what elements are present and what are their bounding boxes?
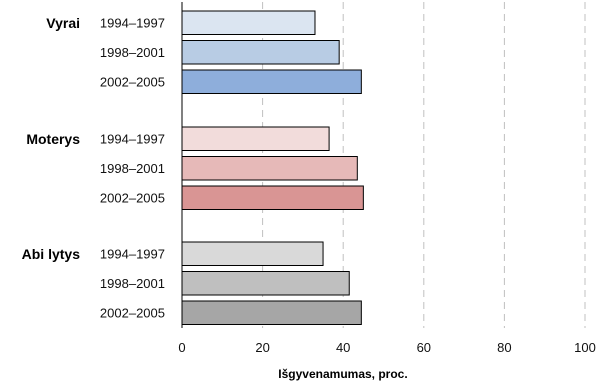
label-layer: 1994–1997 Vyrai 1998–2001 2002–2005 1994–199… <box>22 15 165 321</box>
bar-1-1 <box>181 156 358 181</box>
x-tick-label-100: 100 <box>574 340 596 355</box>
x-tick-label-20: 20 <box>255 340 269 355</box>
bar-period-label-0-1: 1998–2001 <box>100 45 165 60</box>
group-label-2: Abi lytys <box>22 246 81 262</box>
bar-period-label-1-0: 1994–1997 <box>100 131 165 146</box>
bar-2-1 <box>181 271 350 296</box>
x-tick-label-40: 40 <box>336 340 350 355</box>
group-label-1: Moterys <box>26 131 80 147</box>
x-tick-label-80: 80 <box>497 340 511 355</box>
x-tick-label-0: 0 <box>178 340 185 355</box>
bar-period-label-1-2: 2002–2005 <box>100 190 165 205</box>
bar-period-label-1-1: 1998–2001 <box>100 161 165 176</box>
bar-2-0 <box>181 241 324 266</box>
bar-period-label-2-0: 1994–1997 <box>100 246 165 261</box>
axis-layer: 0 20 40 60 80 100 <box>178 2 596 355</box>
bar-0-1 <box>181 40 340 65</box>
bar-layer <box>181 10 364 325</box>
bar-period-label-2-1: 1998–2001 <box>100 276 165 291</box>
bar-1-2 <box>181 185 364 210</box>
bar-0-0 <box>181 10 316 35</box>
x-axis-title: Išgyvenamumas, proc. <box>278 367 407 381</box>
bar-period-label-0-0: 1994–1997 <box>100 15 165 30</box>
group-label-0: Vyrai <box>46 15 80 31</box>
x-tick-label-60: 60 <box>417 340 431 355</box>
bar-period-label-2-2: 2002–2005 <box>100 305 165 320</box>
bar-period-label-0-2: 2002–2005 <box>100 74 165 89</box>
bar-2-2 <box>181 300 362 325</box>
bar-1-0 <box>181 126 330 151</box>
bar-0-2 <box>181 69 362 94</box>
